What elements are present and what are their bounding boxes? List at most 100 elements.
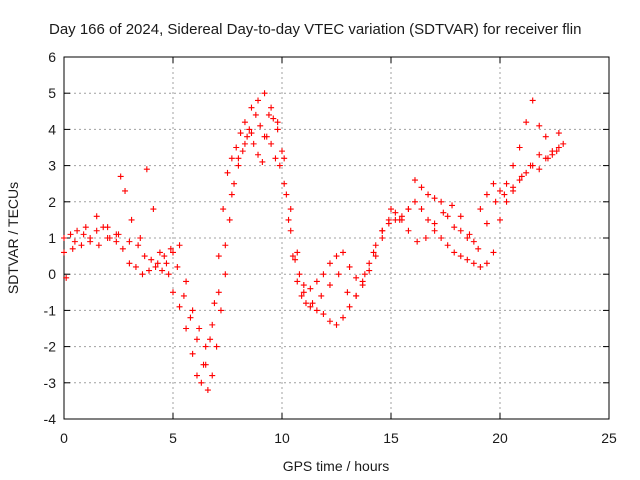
data-point	[298, 292, 305, 299]
data-point	[74, 227, 81, 234]
data-point	[542, 133, 549, 140]
data-point	[80, 231, 87, 238]
data-point	[165, 271, 172, 278]
data-point	[104, 235, 111, 241]
data-point	[340, 249, 347, 256]
data-point	[119, 245, 126, 252]
data-point	[183, 325, 190, 332]
chart-title: Day 166 of 2024, Sidereal Day-to-day VTE…	[49, 21, 581, 38]
data-point	[211, 300, 218, 307]
data-point	[449, 202, 456, 209]
data-point	[411, 198, 418, 205]
data-point	[224, 169, 231, 176]
data-point	[466, 231, 473, 238]
data-point	[193, 372, 200, 379]
data-point	[78, 242, 85, 249]
data-point	[287, 206, 294, 213]
data-point	[523, 169, 530, 176]
data-point	[115, 231, 122, 238]
data-point	[287, 227, 294, 234]
data-point	[250, 140, 257, 147]
data-point	[405, 227, 412, 234]
data-point	[207, 336, 214, 343]
data-point	[163, 260, 170, 267]
data-point	[252, 111, 259, 118]
data-point	[281, 180, 288, 187]
data-point	[150, 206, 157, 213]
data-point	[180, 292, 187, 299]
data-point	[320, 271, 327, 278]
data-point	[235, 155, 242, 162]
series-2	[61, 97, 562, 394]
data-point	[248, 104, 255, 111]
x-tick-label: 15	[383, 430, 399, 446]
data-point	[113, 238, 120, 245]
data-point	[431, 195, 438, 202]
data-point	[272, 155, 279, 162]
data-point	[440, 209, 447, 216]
x-tick-label: 10	[274, 430, 290, 446]
y-tick-label: -1	[44, 302, 57, 318]
data-point	[300, 289, 307, 296]
y-tick-label: 0	[48, 266, 56, 282]
data-point	[431, 220, 438, 227]
data-point	[379, 227, 386, 234]
data-point	[148, 256, 155, 263]
data-point	[497, 187, 503, 194]
data-point	[217, 307, 224, 314]
data-point	[128, 216, 135, 223]
data-point	[276, 162, 283, 169]
x-tick-label: 5	[169, 430, 177, 446]
data-point	[492, 198, 499, 205]
data-point	[560, 140, 567, 147]
data-point	[61, 235, 67, 241]
data-point	[239, 148, 246, 155]
data-point	[220, 206, 227, 213]
data-point	[490, 249, 497, 256]
data-point	[61, 249, 67, 256]
data-point	[483, 220, 490, 227]
data-point	[209, 372, 216, 379]
data-point	[536, 122, 543, 129]
data-point	[248, 130, 255, 137]
data-point	[204, 387, 211, 394]
data-point	[117, 173, 124, 180]
data-point	[176, 242, 183, 249]
y-tick-label: 2	[48, 194, 56, 210]
data-point	[527, 162, 534, 169]
data-point	[457, 253, 464, 260]
data-point	[405, 206, 412, 213]
data-point	[135, 242, 142, 249]
data-point	[510, 184, 517, 191]
data-point	[372, 242, 379, 249]
data-point	[244, 133, 251, 140]
data-point	[289, 253, 296, 260]
data-point	[501, 191, 508, 198]
data-point	[104, 224, 111, 231]
data-point	[366, 267, 373, 274]
data-point	[294, 278, 301, 285]
data-point	[414, 238, 421, 245]
data-point	[215, 289, 222, 296]
data-point	[344, 289, 351, 296]
data-point	[261, 133, 268, 140]
data-point	[477, 206, 484, 213]
data-point	[82, 224, 89, 231]
data-point	[274, 126, 281, 133]
data-point	[555, 144, 562, 151]
x-axis-label: GPS time / hours	[283, 458, 390, 474]
data-point	[470, 260, 477, 267]
data-point	[233, 144, 240, 151]
data-point	[346, 263, 353, 270]
y-tick-label: 4	[48, 121, 56, 137]
data-point	[146, 267, 153, 274]
data-point	[318, 292, 325, 299]
data-point	[523, 119, 530, 126]
grid-lines	[64, 57, 609, 419]
data-point	[183, 278, 190, 285]
data-point	[418, 206, 425, 213]
data-point	[503, 198, 510, 205]
data-point	[255, 151, 262, 158]
data-point	[283, 191, 290, 198]
